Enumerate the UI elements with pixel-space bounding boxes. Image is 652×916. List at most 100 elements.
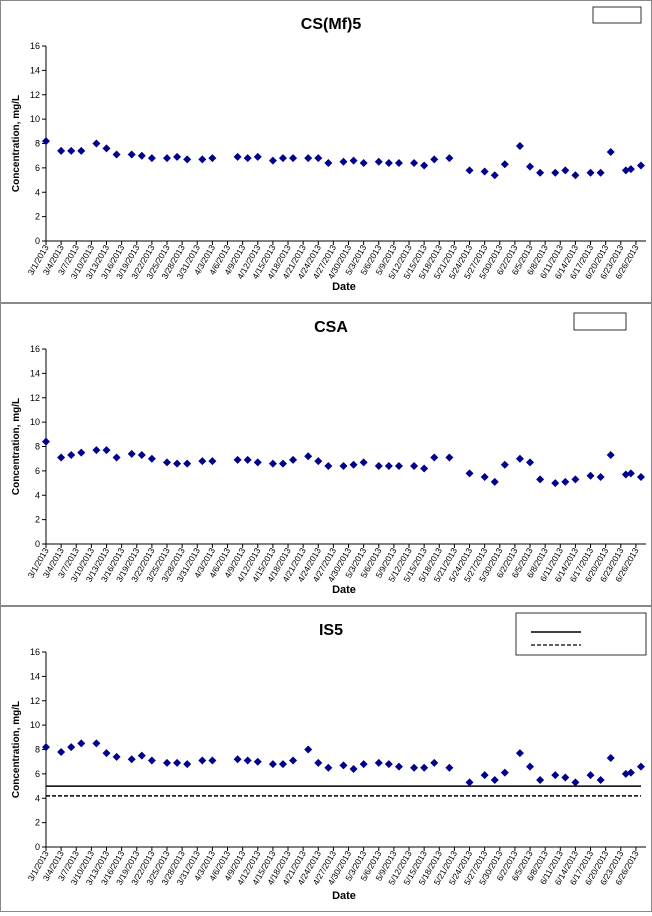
data-point [349,460,358,469]
data-point [480,167,489,176]
data-point [137,751,146,760]
data-point [112,752,121,761]
data-point [430,155,439,164]
data-point [183,155,192,164]
data-point [626,165,635,174]
data-point [626,469,635,478]
data-point [243,154,252,163]
y-axis-label: Concentration, mg/L [11,95,22,192]
data-point [339,462,348,470]
data-point [268,156,277,165]
data-point [42,743,50,752]
data-point [324,159,333,167]
data-point [596,168,605,177]
data-point [163,758,172,767]
y-tick-label: 4 [35,187,40,197]
data-point [208,154,217,163]
data-point [410,462,419,470]
data-point [339,761,348,770]
data-point [551,771,560,780]
data-point [359,760,368,769]
y-tick-label: 6 [35,163,40,173]
x-axis-label: Date [332,584,356,596]
data-point [526,458,535,467]
x-axis-label: Date [332,890,356,902]
y-tick-label: 12 [30,90,40,100]
data-point [314,758,323,767]
data-point [198,756,207,765]
data-point [233,755,242,764]
data-point [551,168,560,177]
legend-box [592,6,642,24]
y-tick-label: 8 [35,745,40,755]
y-tick-label: 0 [35,842,40,852]
data-point [636,161,645,170]
legend-box [515,612,647,656]
data-point [233,455,242,464]
data-point [268,760,277,769]
data-point [526,762,535,771]
data-point [183,760,192,769]
data-point [571,171,580,180]
data-point [102,749,111,758]
data-point [551,479,560,488]
data-point [77,448,86,457]
y-tick-label: 10 [30,417,40,427]
data-point [561,477,570,486]
data-point [410,159,419,167]
y-tick-label: 0 [35,236,40,246]
y-tick-label: 14 [30,65,40,75]
data-point [137,451,146,460]
data-point [465,166,474,175]
data-point [314,457,323,466]
data-point [480,771,489,780]
data-point [586,168,595,177]
data-point [304,154,313,163]
data-point [208,457,217,466]
data-point [394,762,403,771]
data-point [183,459,192,468]
data-point [536,168,545,177]
data-point [57,453,66,462]
data-point [243,455,252,464]
data-point [127,150,136,159]
data-point [289,154,298,163]
y-tick-label: 4 [35,793,40,803]
data-point [198,457,207,466]
data-point [208,756,217,765]
data-point [253,757,262,766]
data-point [420,763,429,772]
data-point [561,773,570,782]
y-tick-label: 4 [35,490,40,500]
data-point [636,472,645,481]
data-point [173,459,182,468]
data-point [324,462,333,470]
data-point [359,159,368,167]
data-point [42,137,50,146]
data-point [571,778,580,787]
data-point [606,148,615,157]
data-point [500,768,509,777]
data-point [420,161,429,170]
data-point [384,159,393,167]
data-point [490,775,499,784]
chart-title: CS(Mf)5 [301,16,362,33]
data-point [339,157,348,166]
data-point [526,162,535,171]
data-point [384,760,393,769]
chart-panel: CSA Concentration, mg/L Date 0 2 4 6 8 10 12 14 16 3… [0,303,652,606]
data-point [384,462,393,470]
data-point [394,159,403,167]
y-tick-label: 16 [30,647,40,657]
chart: CS(Mf)5 Concentration, mg/L Date 0 2 4 6 8 10 12 1… [11,6,646,293]
data-point [314,154,323,163]
data-point [278,459,287,468]
data-point [490,477,499,486]
data-point [278,760,287,769]
data-point [445,154,454,163]
data-point [596,775,605,784]
y-tick-label: 10 [30,114,40,124]
data-point [289,756,298,765]
data-point [243,756,252,765]
